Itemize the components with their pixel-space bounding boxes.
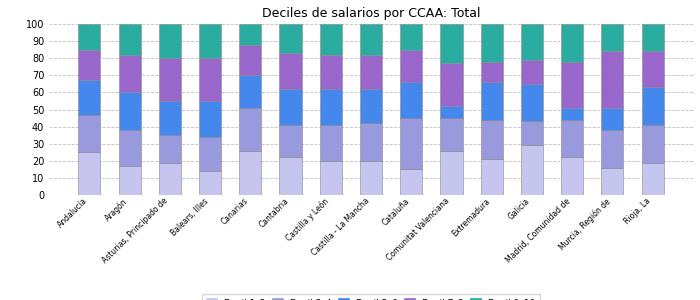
Bar [561, 108, 583, 120]
Bar [118, 24, 141, 55]
Bar [159, 163, 181, 195]
Bar [400, 24, 422, 50]
Bar [642, 125, 664, 163]
Bar [279, 89, 302, 125]
Bar [279, 158, 302, 195]
Bar [601, 168, 624, 195]
Bar [481, 61, 503, 82]
Bar [561, 158, 583, 195]
Bar [279, 125, 302, 158]
Bar [561, 120, 583, 158]
Bar [601, 108, 624, 130]
Bar [481, 24, 503, 61]
Bar [239, 44, 261, 75]
Bar [159, 24, 181, 58]
Bar [320, 24, 342, 55]
Legend: Decil 1_2, Decil 3_4, Decil 5_6, Decil 7_8, Decil 9_10: Decil 1_2, Decil 3_4, Decil 5_6, Decil 7… [202, 294, 540, 300]
Bar [521, 84, 543, 122]
Bar [360, 55, 382, 89]
Bar [642, 24, 664, 51]
Bar [159, 101, 181, 135]
Bar [521, 60, 543, 84]
Bar [199, 101, 221, 137]
Bar [78, 24, 100, 50]
Bar [360, 89, 382, 123]
Bar [360, 123, 382, 161]
Bar [400, 50, 422, 82]
Bar [481, 159, 503, 195]
Bar [642, 87, 664, 125]
Bar [561, 24, 583, 61]
Bar [118, 55, 141, 92]
Bar [320, 125, 342, 161]
Bar [239, 75, 261, 108]
Bar [521, 24, 543, 60]
Bar [440, 106, 463, 118]
Bar [320, 161, 342, 195]
Bar [78, 80, 100, 115]
Bar [642, 51, 664, 87]
Bar [159, 135, 181, 163]
Bar [642, 163, 664, 195]
Bar [118, 166, 141, 195]
Bar [279, 53, 302, 89]
Bar [561, 61, 583, 108]
Bar [521, 122, 543, 146]
Bar [320, 89, 342, 125]
Bar [239, 151, 261, 195]
Title: Deciles de salarios por CCAA: Total: Deciles de salarios por CCAA: Total [262, 7, 480, 20]
Bar [440, 151, 463, 195]
Bar [279, 24, 302, 53]
Bar [78, 152, 100, 195]
Bar [239, 24, 261, 44]
Bar [118, 92, 141, 130]
Bar [199, 24, 221, 58]
Bar [601, 51, 624, 108]
Bar [601, 130, 624, 168]
Bar [521, 146, 543, 195]
Bar [400, 169, 422, 195]
Bar [440, 24, 463, 63]
Bar [239, 108, 261, 151]
Bar [320, 55, 342, 89]
Bar [118, 130, 141, 166]
Bar [601, 24, 624, 51]
Bar [440, 118, 463, 151]
Bar [481, 82, 503, 120]
Bar [78, 115, 100, 152]
Bar [199, 171, 221, 195]
Bar [400, 118, 422, 169]
Bar [199, 58, 221, 101]
Bar [440, 63, 463, 106]
Bar [78, 50, 100, 80]
Bar [360, 161, 382, 195]
Bar [360, 24, 382, 55]
Bar [159, 58, 181, 101]
Bar [199, 137, 221, 171]
Bar [481, 120, 503, 159]
Bar [400, 82, 422, 118]
